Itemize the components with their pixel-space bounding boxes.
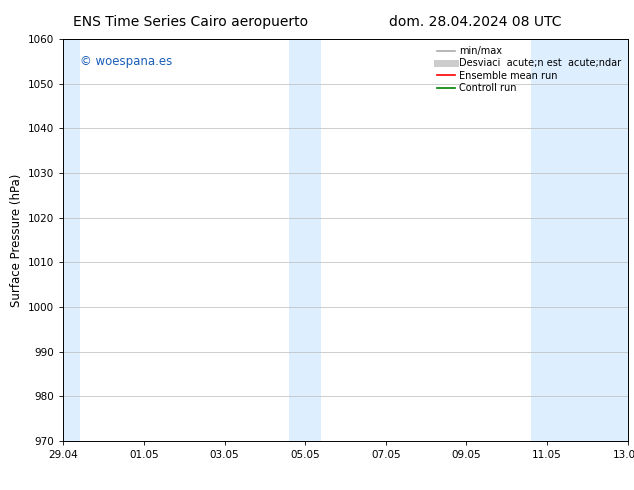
Text: © woespana.es: © woespana.es bbox=[81, 55, 172, 68]
Bar bbox=[531, 39, 628, 441]
Y-axis label: Surface Pressure (hPa): Surface Pressure (hPa) bbox=[10, 173, 23, 307]
Bar bbox=[63, 39, 79, 441]
Legend: min/max, Desviaci  acute;n est  acute;ndar, Ensemble mean run, Controll run: min/max, Desviaci acute;n est acute;ndar… bbox=[436, 44, 623, 95]
Text: ENS Time Series Cairo aeropuerto: ENS Time Series Cairo aeropuerto bbox=[73, 15, 307, 29]
Bar bbox=[289, 39, 321, 441]
Text: dom. 28.04.2024 08 UTC: dom. 28.04.2024 08 UTC bbox=[389, 15, 562, 29]
